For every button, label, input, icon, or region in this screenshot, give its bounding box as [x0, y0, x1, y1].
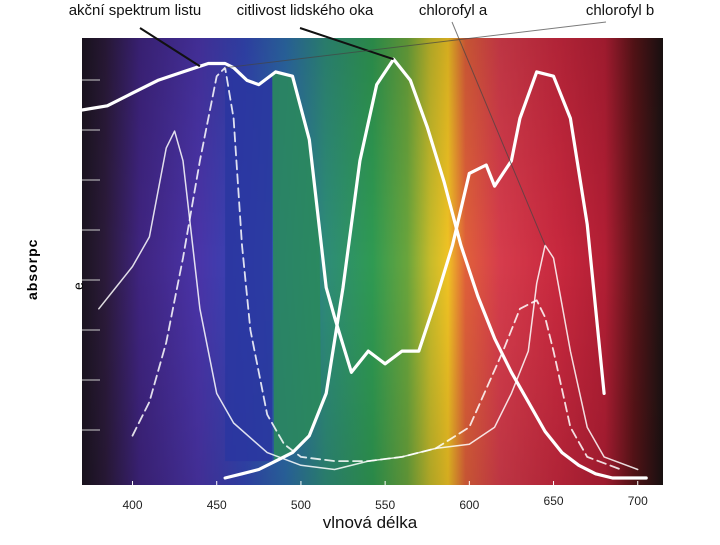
series-line-action — [80, 61, 606, 395]
y-axis-label-box — [20, 108, 64, 343]
leader-line-action — [139, 27, 201, 68]
label-eye-sensitivity: citlivost lidského oka — [236, 2, 374, 19]
leader-line-chla — [451, 21, 546, 246]
label-chlorophyll-b: chlorofyl b — [585, 2, 655, 19]
eye-sensitivity-fill-green — [272, 71, 322, 462]
series-layer — [80, 57, 648, 480]
x-tick-label: 700 — [627, 494, 648, 508]
x-tick-label: 500 — [290, 498, 311, 512]
x-axis-label: vlnová délka — [322, 513, 418, 532]
x-axis-band — [70, 485, 720, 540]
y-axis-label-line1: absorpc — [24, 238, 40, 300]
series-line-chlb — [131, 66, 622, 471]
leader-line-chlb — [225, 21, 607, 69]
label-leaders — [139, 21, 607, 246]
leader-line-eye — [299, 27, 394, 61]
x-tick-label: 450 — [206, 498, 227, 512]
x-tick-label: 600 — [459, 498, 480, 512]
label-chlorophyll-a: chlorofyl a — [418, 2, 488, 19]
label-action-spectrum: akční spektrum listu — [68, 2, 202, 19]
x-tick-label: 400 — [122, 498, 143, 512]
x-tick-label: 650 — [543, 494, 564, 508]
y-axis-label-line2: e — [70, 281, 86, 290]
x-tick-label: 550 — [375, 498, 396, 512]
series-line-eye — [223, 57, 648, 480]
